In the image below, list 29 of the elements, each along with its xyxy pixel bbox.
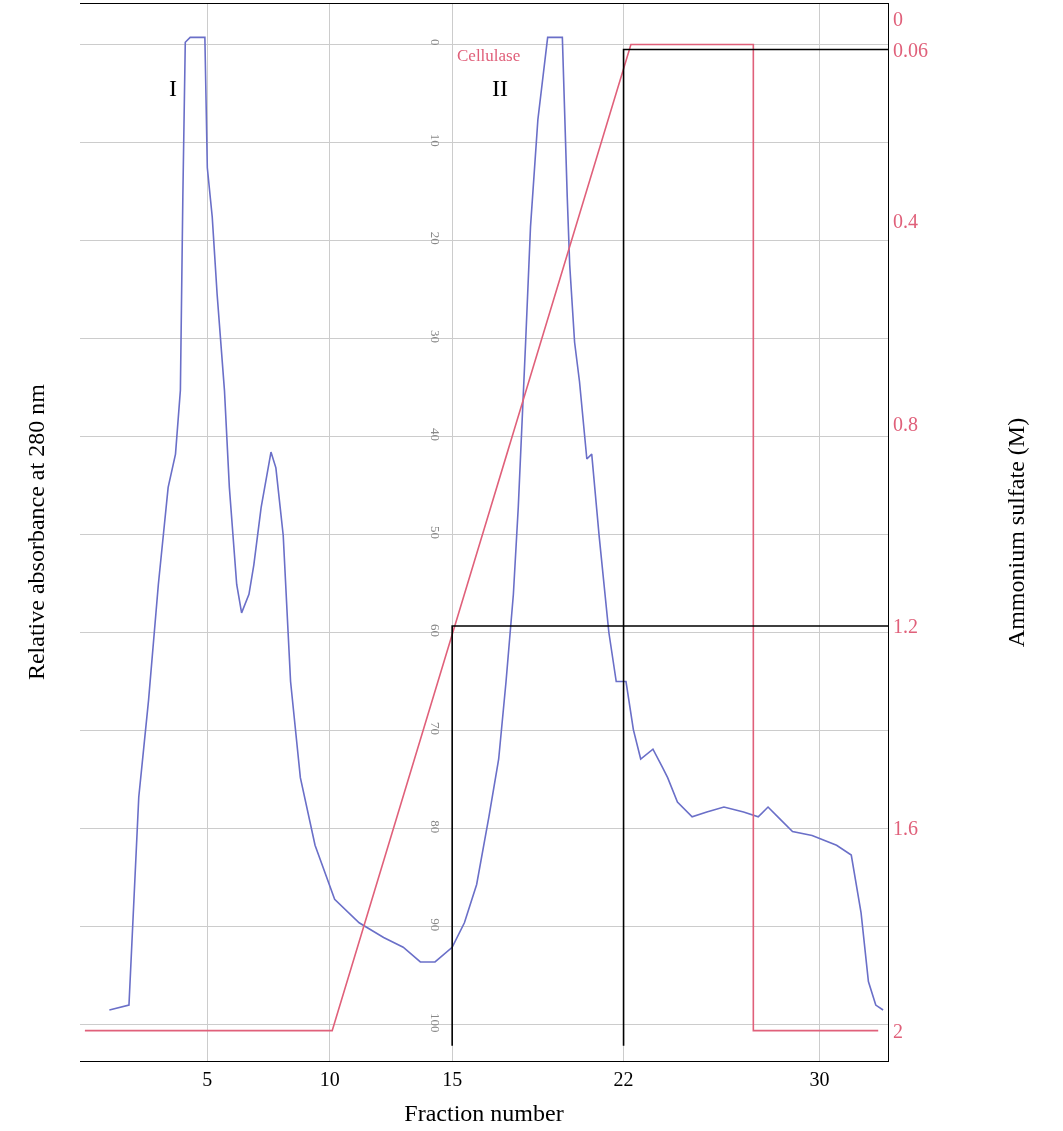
y-tick-label: 80 [428,820,444,834]
x-tick-label: 22 [613,1068,634,1090]
y2-tick-label: 1.6 [893,817,918,840]
y-tick-label: 90 [428,918,444,932]
y-axis-title: Relative absorbance at 280 nm [23,383,50,681]
x-tick-label: 10 [319,1068,340,1090]
y-tick-label: 30 [428,329,444,343]
y2-tick-label: 1.2 [893,615,918,638]
y-tick-label: 20 [428,231,444,245]
x-tick-label: 15 [442,1068,463,1090]
y2-tick-label: 2 [893,1019,903,1042]
x-tick-label: 30 [809,1068,830,1090]
x-tick-label: 5 [202,1068,213,1090]
y-tick-label: 10 [428,133,444,147]
y-tick-label: 0 [428,39,444,46]
y2-tick-label: 0.06 [893,38,928,61]
annotation: II [492,75,508,101]
y2-tick-label: 0.8 [893,412,918,435]
y-tick-label: 60 [428,624,444,638]
y-tick-label: 70 [428,722,444,736]
y-tick-label: 100 [428,1013,444,1033]
annotation: I [169,75,177,101]
y-tick-label: 50 [428,526,444,540]
y2-tick-label: 0.4 [893,210,918,233]
y-tick-label: 40 [428,427,444,441]
y2-axis-title: Ammonium sulfate (M) [1003,417,1030,648]
annotation: Cellulase [457,46,521,65]
x-axis-title: Fraction number [404,1100,564,1127]
y2-tick-label: 0 [893,8,903,31]
